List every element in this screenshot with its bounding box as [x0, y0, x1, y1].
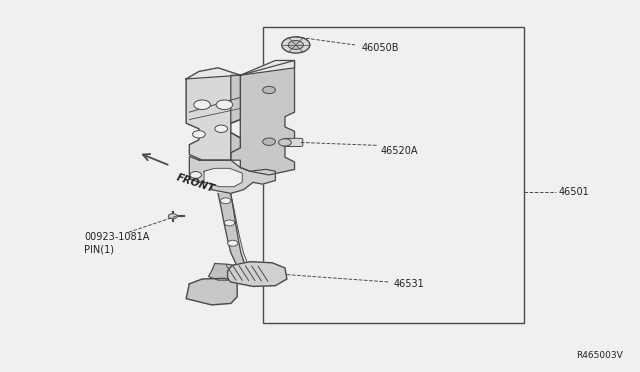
Polygon shape — [209, 263, 244, 280]
Circle shape — [288, 41, 303, 49]
Circle shape — [190, 171, 202, 178]
Circle shape — [194, 100, 211, 110]
Circle shape — [228, 240, 238, 246]
Text: 46520A: 46520A — [381, 146, 418, 156]
Circle shape — [193, 131, 205, 138]
Text: 46050B: 46050B — [362, 42, 399, 52]
Circle shape — [215, 125, 228, 132]
Text: R465003V: R465003V — [576, 350, 623, 359]
Polygon shape — [228, 262, 287, 286]
Polygon shape — [218, 193, 248, 273]
Text: 46501: 46501 — [559, 186, 589, 196]
Circle shape — [278, 139, 291, 146]
Circle shape — [262, 86, 275, 94]
Text: 46531: 46531 — [394, 279, 424, 289]
FancyBboxPatch shape — [283, 138, 303, 147]
Circle shape — [221, 198, 231, 204]
Circle shape — [225, 220, 235, 226]
Polygon shape — [186, 61, 294, 79]
Polygon shape — [231, 61, 294, 175]
Polygon shape — [189, 157, 275, 193]
Polygon shape — [204, 168, 243, 187]
Polygon shape — [186, 278, 237, 305]
Polygon shape — [186, 68, 241, 160]
Text: FRONT: FRONT — [175, 172, 216, 194]
Circle shape — [262, 138, 275, 145]
Circle shape — [168, 214, 177, 219]
Circle shape — [216, 100, 233, 110]
Bar — [262, 27, 524, 323]
Text: 00923-1081A
PIN(1): 00923-1081A PIN(1) — [84, 232, 150, 254]
Circle shape — [282, 37, 310, 53]
